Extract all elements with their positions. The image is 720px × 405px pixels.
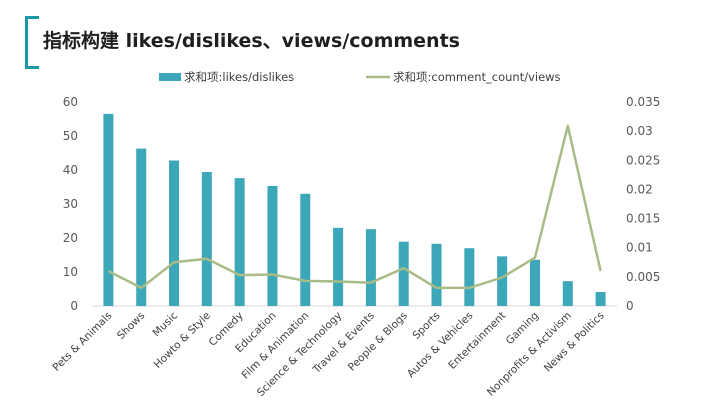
bar xyxy=(300,193,311,306)
bar xyxy=(103,113,114,307)
legend-line-label: 求和项:comment_count/views xyxy=(393,70,561,84)
y-left-tick-label: 60 xyxy=(63,95,78,109)
y-right-tick-label: 0.02 xyxy=(626,182,653,196)
x-category-label: News & Politics xyxy=(542,310,607,375)
bar xyxy=(201,172,212,306)
title-bracket-decoration xyxy=(25,16,39,69)
x-category-label: Howto & Style xyxy=(152,310,213,371)
x-category-label: Shows xyxy=(115,310,147,342)
y-right-tick-label: 0.035 xyxy=(626,95,660,109)
x-category-label: Pets & Animals xyxy=(50,310,114,374)
bar xyxy=(562,281,573,306)
bar xyxy=(398,241,409,306)
bar xyxy=(464,248,475,306)
y-right-tick-label: 0.01 xyxy=(626,241,653,255)
bar xyxy=(333,227,344,306)
bar xyxy=(136,148,147,306)
y-left-tick-label: 20 xyxy=(63,231,78,245)
bar xyxy=(529,259,540,306)
y-right-tick-label: 0 xyxy=(626,299,634,313)
y-left-tick-label: 40 xyxy=(63,163,78,177)
bar xyxy=(169,160,180,306)
y-right-tick-label: 0.005 xyxy=(626,270,660,284)
y-left-tick-label: 0 xyxy=(70,299,78,313)
bar xyxy=(267,185,278,306)
bar xyxy=(595,292,606,306)
legend-bar-label: 求和项:likes/dislikes xyxy=(184,70,294,84)
x-category-label: People & Blogs xyxy=(346,310,410,374)
x-category-label: Entertainment xyxy=(446,310,508,372)
y-left-tick-label: 30 xyxy=(63,197,78,211)
legend-bar-swatch xyxy=(159,73,181,81)
x-category-label: Music xyxy=(151,309,181,339)
y-left-tick-label: 50 xyxy=(63,129,78,143)
y-right-tick-label: 0.025 xyxy=(626,153,660,167)
bar xyxy=(365,229,376,306)
y-right-tick-label: 0.03 xyxy=(626,124,653,138)
x-category-label: Sports xyxy=(410,310,442,342)
line-series xyxy=(107,124,602,290)
y-left-tick-label: 10 xyxy=(63,265,78,279)
bar xyxy=(234,178,245,306)
bar xyxy=(497,256,508,306)
bar xyxy=(431,243,442,306)
slide-title: 指标构建 likes/dislikes、views/comments xyxy=(43,30,460,52)
y-right-tick-label: 0.015 xyxy=(626,212,660,226)
